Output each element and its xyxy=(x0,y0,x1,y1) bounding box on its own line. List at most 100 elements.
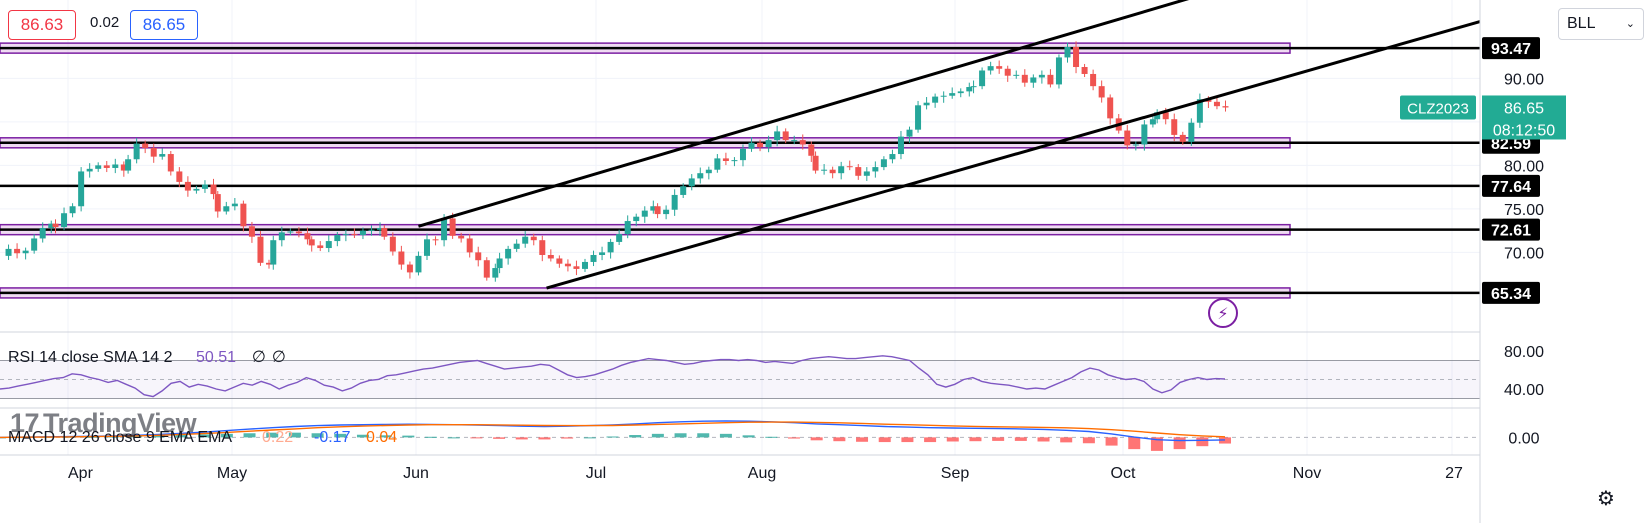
candle-body xyxy=(697,173,704,179)
candle-body xyxy=(987,66,994,71)
candle-body xyxy=(663,209,670,215)
level-badge xyxy=(1482,37,1540,60)
candle-body xyxy=(624,221,631,235)
ask-price-box[interactable]: 86.65 xyxy=(130,10,198,40)
candle-body xyxy=(240,203,247,227)
candle-body xyxy=(389,236,396,252)
candle-body xyxy=(1179,134,1186,142)
candle-body xyxy=(142,143,149,148)
candle-body xyxy=(1013,74,1020,76)
candle-body xyxy=(714,158,721,170)
macd-histogram-bar xyxy=(1014,437,1027,441)
candle-body xyxy=(957,91,964,94)
x-tick-label: Apr xyxy=(68,465,94,482)
candle-body xyxy=(201,184,208,189)
symbol-tag: CLZ2023 xyxy=(1407,100,1469,117)
candle-body xyxy=(932,96,939,103)
candle-body xyxy=(940,95,947,97)
candle-body xyxy=(1213,101,1220,107)
candle-body xyxy=(590,254,597,262)
candle-body xyxy=(838,166,845,174)
macd-histogram-bar xyxy=(742,435,755,438)
rsi-pane: RSI 14 close SMA 14 2 50.51 ∅ ∅ xyxy=(0,349,1480,399)
macd-histogram-bar xyxy=(856,437,869,442)
candle-body xyxy=(1196,99,1203,123)
macd-histogram-bar xyxy=(651,433,664,438)
candle-body xyxy=(359,230,366,235)
rsi-legend-label: RSI 14 close SMA 14 2 xyxy=(8,349,173,366)
candle-body xyxy=(231,203,238,207)
candle-body xyxy=(475,252,482,261)
candle-body xyxy=(295,231,302,234)
candle-body xyxy=(915,105,922,130)
candle-body xyxy=(248,226,255,237)
candle-body xyxy=(688,178,695,187)
level-label: 93.47 xyxy=(1491,41,1531,58)
macd-histogram-bar xyxy=(1196,437,1209,447)
macd-histogram-bar xyxy=(356,434,369,438)
macd-signal-line xyxy=(0,421,1226,439)
bid-price-box[interactable]: 86.63 xyxy=(8,10,76,40)
candle-body xyxy=(1171,119,1178,135)
macd-histogram-bar xyxy=(1128,437,1141,450)
settings-gear-icon[interactable]: ⚙ xyxy=(1597,488,1615,510)
symbol-select-value: BLL xyxy=(1567,15,1596,32)
candle-body xyxy=(722,158,729,161)
candle-body xyxy=(522,236,529,244)
candle-body xyxy=(1162,112,1169,120)
candle-body xyxy=(381,228,388,237)
x-tick-label: Nov xyxy=(1293,465,1321,482)
level-label: 77.64 xyxy=(1491,179,1531,196)
candle-body xyxy=(633,216,640,222)
candle-body xyxy=(872,167,879,172)
candle-body xyxy=(1004,68,1011,76)
candle-body xyxy=(287,231,294,233)
rsi-legend-value: 50.51 xyxy=(196,349,236,366)
candle-body xyxy=(39,228,46,239)
macd-histogram-bar xyxy=(583,437,596,439)
candle-body xyxy=(607,241,614,253)
candle-body xyxy=(564,263,571,267)
alert-lightning-glyph: ⚡ xyxy=(1217,306,1228,323)
level-layer xyxy=(0,42,1480,299)
macd-histogram-bar xyxy=(1060,437,1073,443)
last-price-badge xyxy=(1482,95,1566,140)
candle-body xyxy=(1038,74,1045,78)
trend-layer xyxy=(418,0,1495,290)
candle-body xyxy=(424,239,430,256)
symbol-select[interactable]: BLL ⌄ xyxy=(1558,8,1644,40)
candle-body xyxy=(889,154,896,160)
candle-body xyxy=(731,160,738,162)
candle-body xyxy=(1055,57,1062,85)
last-price-label: 86.65 xyxy=(1504,100,1544,117)
candle-body xyxy=(897,136,904,155)
candle-body xyxy=(1030,77,1037,83)
x-tick-label: Aug xyxy=(748,465,776,482)
candle-body xyxy=(48,223,55,229)
candle-body xyxy=(266,262,273,265)
candle-body xyxy=(880,159,887,168)
candle-body xyxy=(432,239,439,241)
candle-body xyxy=(530,236,537,241)
macd-histogram-bar xyxy=(538,437,551,440)
candle-body xyxy=(599,252,606,255)
candle-body xyxy=(539,240,546,255)
level-badge xyxy=(1482,174,1540,197)
level-label: 65.34 xyxy=(1491,286,1531,303)
candle-body xyxy=(513,243,520,249)
candle-body xyxy=(705,169,712,174)
candle-body xyxy=(505,248,512,259)
candle-body xyxy=(949,93,956,96)
candle-body xyxy=(466,238,473,253)
candle-body xyxy=(765,140,772,148)
candle-body xyxy=(1141,124,1148,145)
macd-legend-signal: 0.04 xyxy=(366,429,397,446)
chevron-down-icon: ⌄ xyxy=(1625,18,1635,30)
candle-body xyxy=(641,210,648,217)
candle-layer xyxy=(5,41,1229,282)
y-tick-label: 90.00 xyxy=(1504,71,1544,88)
macd-histogram-bar xyxy=(697,433,710,438)
rsi-line xyxy=(0,355,1226,398)
